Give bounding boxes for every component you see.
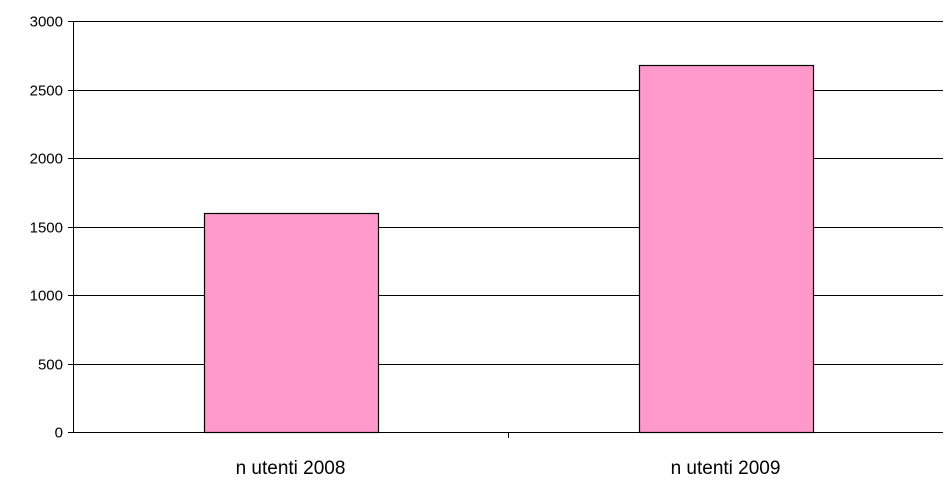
y-tick-label: 0 [55,425,63,442]
y-tick-label: 1000 [30,288,63,305]
y-tick-label: 2000 [30,151,63,168]
x-tick-label: n utenti 2008 [236,458,346,479]
bar-1 [203,212,380,434]
x-tick-label: n utenti 2009 [671,458,781,479]
y-tick-label: 3000 [30,14,63,31]
tick-labels: 0 500 1000 1500 2000 2500 3000 n utenti 2008 n u… [30,14,781,480]
bar-2 [638,64,815,434]
y-tick-label: 2500 [30,83,63,100]
y-tick-label: 1500 [30,220,63,237]
bars [203,64,815,434]
axes [68,21,943,438]
y-tick-label: 500 [38,357,63,374]
